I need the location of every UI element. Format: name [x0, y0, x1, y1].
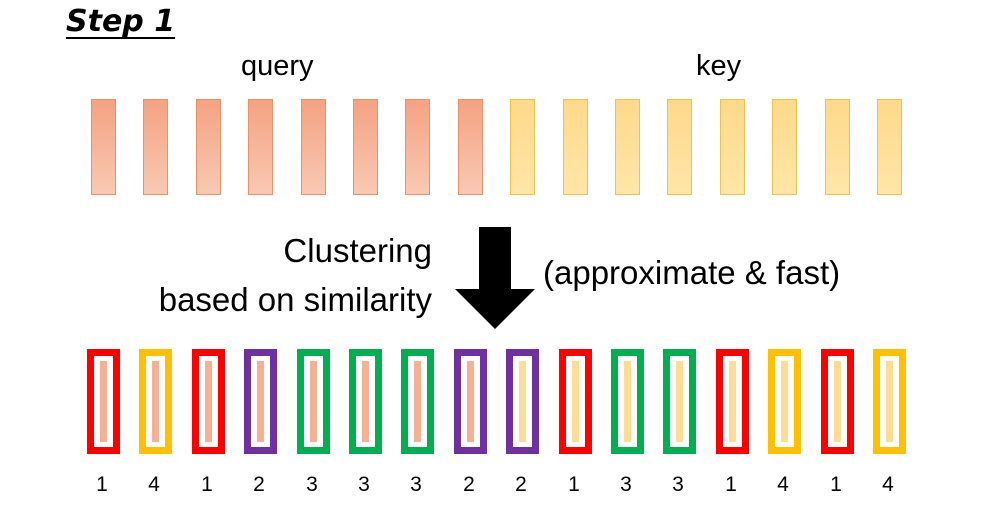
key-token: [877, 99, 902, 195]
cluster-4-key-token: [873, 349, 906, 454]
cluster-4-key-token: [768, 349, 801, 454]
query-token: [196, 99, 221, 195]
cluster-3-query-token: [349, 349, 382, 454]
query-token: [248, 99, 273, 195]
cluster-id-label: 3: [306, 473, 318, 496]
query-token: [143, 99, 168, 195]
step-title: Step 1: [66, 4, 176, 39]
query-token-fill: [310, 361, 317, 442]
cluster-id-label: 2: [463, 473, 475, 496]
query-label: query: [241, 50, 314, 82]
key-token: [825, 99, 850, 195]
cluster-3-query-token: [401, 349, 434, 454]
cluster-id-label: 2: [253, 473, 265, 496]
cluster-2-key-token: [506, 349, 539, 454]
cluster-id-label: 1: [830, 473, 842, 496]
query-token-fill: [414, 361, 421, 442]
key-token: [667, 99, 692, 195]
cluster-3-query-token: [297, 349, 330, 454]
cluster-id-label: 3: [358, 473, 370, 496]
cluster-id-label: 1: [568, 473, 580, 496]
cluster-id-label: 4: [148, 473, 160, 496]
cluster-1-key-token: [821, 349, 854, 454]
query-token-fill: [205, 361, 212, 442]
cluster-4-query-token: [139, 349, 172, 454]
key-token-fill: [624, 361, 631, 442]
key-token: [563, 99, 588, 195]
key-token: [720, 99, 745, 195]
down-arrow-icon: [455, 227, 535, 329]
cluster-id-label: 1: [201, 473, 213, 496]
key-token: [615, 99, 640, 195]
cluster-id-label: 4: [882, 473, 894, 496]
query-token-fill: [152, 361, 159, 442]
query-token-fill: [257, 361, 264, 442]
key-token-fill: [729, 361, 736, 442]
query-token: [301, 99, 326, 195]
caption-line-2: based on similarity: [158, 281, 432, 318]
cluster-3-key-token: [611, 349, 644, 454]
cluster-3-key-token: [663, 349, 696, 454]
query-token: [353, 99, 378, 195]
query-token: [458, 99, 483, 195]
key-token: [510, 99, 535, 195]
query-token: [91, 99, 116, 195]
cluster-id-label: 1: [96, 473, 108, 496]
cluster-id-label: 2: [515, 473, 527, 496]
approximate-note: (approximate & fast): [543, 254, 841, 291]
key-token-fill: [572, 361, 579, 442]
cluster-1-key-token: [716, 349, 749, 454]
caption-line-1: Clustering: [283, 232, 432, 269]
clustering-caption: Clustering based on similarity: [159, 226, 432, 324]
query-token-fill: [362, 361, 369, 442]
key-token-fill: [781, 361, 788, 442]
query-token: [405, 99, 430, 195]
key-token-fill: [834, 361, 841, 442]
key-token-fill: [676, 361, 683, 442]
key-label: key: [696, 50, 742, 82]
key-token: [772, 99, 797, 195]
cluster-id-label: 4: [777, 473, 789, 496]
key-token-fill: [886, 361, 893, 442]
key-token-fill: [519, 361, 526, 442]
cluster-1-query-token: [87, 349, 120, 454]
query-token-fill: [467, 361, 474, 442]
cluster-2-query-token: [454, 349, 487, 454]
cluster-2-query-token: [244, 349, 277, 454]
cluster-id-label: 3: [410, 473, 422, 496]
cluster-id-label: 3: [672, 473, 684, 496]
cluster-id-label: 1: [725, 473, 737, 496]
cluster-1-query-token: [192, 349, 225, 454]
cluster-1-key-token: [559, 349, 592, 454]
cluster-id-label: 3: [620, 473, 632, 496]
query-token-fill: [100, 361, 107, 442]
